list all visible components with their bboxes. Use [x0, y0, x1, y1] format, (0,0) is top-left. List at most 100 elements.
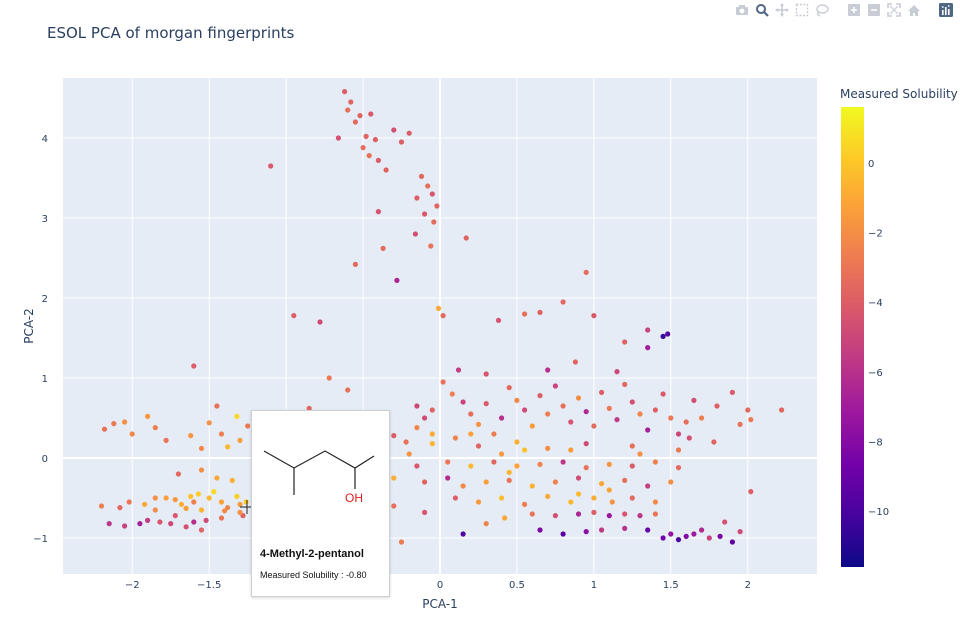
data-point[interactable]: [660, 391, 666, 397]
data-point[interactable]: [214, 403, 220, 409]
data-point[interactable]: [335, 135, 341, 141]
data-point[interactable]: [375, 157, 381, 163]
data-point[interactable]: [537, 527, 543, 533]
data-point[interactable]: [342, 89, 348, 95]
data-point[interactable]: [152, 425, 158, 431]
data-point[interactable]: [237, 501, 243, 507]
data-point[interactable]: [675, 431, 682, 437]
data-point[interactable]: [460, 531, 466, 537]
data-point[interactable]: [445, 475, 451, 481]
data-point[interactable]: [779, 407, 785, 413]
data-point[interactable]: [529, 423, 535, 429]
data-point[interactable]: [245, 423, 251, 429]
data-point[interactable]: [229, 477, 235, 483]
data-point[interactable]: [575, 395, 582, 401]
data-point[interactable]: [291, 313, 297, 319]
data-point[interactable]: [506, 469, 512, 475]
data-point[interactable]: [491, 459, 497, 465]
data-point[interactable]: [599, 389, 605, 395]
data-point[interactable]: [629, 399, 635, 405]
data-point[interactable]: [606, 487, 612, 493]
data-point[interactable]: [383, 167, 389, 173]
data-point[interactable]: [211, 489, 217, 495]
data-point[interactable]: [152, 495, 158, 501]
data-point[interactable]: [629, 443, 635, 449]
data-point[interactable]: [675, 465, 682, 471]
data-point[interactable]: [522, 311, 528, 317]
data-point[interactable]: [499, 415, 505, 421]
data-point[interactable]: [506, 477, 512, 483]
data-point[interactable]: [122, 523, 128, 529]
data-point[interactable]: [683, 533, 689, 540]
data-point[interactable]: [660, 333, 666, 339]
data-point[interactable]: [475, 421, 482, 427]
data-point[interactable]: [583, 441, 589, 447]
data-point[interactable]: [237, 437, 243, 443]
data-point[interactable]: [429, 191, 435, 197]
data-point[interactable]: [368, 111, 374, 117]
data-point[interactable]: [418, 173, 425, 179]
data-point[interactable]: [422, 479, 428, 485]
data-point[interactable]: [745, 407, 751, 413]
data-point[interactable]: [686, 435, 692, 441]
data-point[interactable]: [406, 451, 412, 457]
data-point[interactable]: [137, 521, 143, 527]
data-point[interactable]: [428, 243, 434, 249]
data-point[interactable]: [142, 501, 148, 507]
data-point[interactable]: [652, 459, 659, 465]
data-point[interactable]: [591, 495, 597, 501]
data-point[interactable]: [183, 524, 189, 530]
data-point[interactable]: [606, 405, 612, 411]
data-point[interactable]: [614, 369, 620, 375]
data-point[interactable]: [198, 527, 205, 533]
data-point[interactable]: [575, 491, 582, 497]
data-point[interactable]: [391, 127, 397, 133]
data-point[interactable]: [652, 499, 659, 505]
data-point[interactable]: [414, 403, 420, 409]
data-point[interactable]: [622, 381, 628, 387]
data-point[interactable]: [198, 467, 205, 473]
data-point[interactable]: [445, 459, 451, 465]
data-point[interactable]: [502, 515, 508, 521]
data-point[interactable]: [435, 305, 442, 311]
data-point[interactable]: [491, 431, 497, 437]
data-point[interactable]: [514, 463, 520, 469]
data-point[interactable]: [552, 513, 559, 519]
data-point[interactable]: [218, 431, 225, 437]
data-point[interactable]: [268, 163, 274, 169]
data-point[interactable]: [622, 525, 628, 532]
data-point[interactable]: [414, 195, 420, 201]
data-point[interactable]: [552, 383, 559, 389]
data-point[interactable]: [468, 463, 474, 469]
data-point[interactable]: [522, 501, 528, 507]
data-point[interactable]: [514, 397, 520, 403]
zoom-out-icon[interactable]: [866, 2, 882, 18]
data-point[interactable]: [225, 444, 231, 450]
data-point[interactable]: [706, 535, 712, 541]
data-point[interactable]: [606, 513, 612, 519]
data-point[interactable]: [668, 479, 674, 485]
scatter-points[interactable]: [98, 89, 785, 545]
pan-icon[interactable]: [774, 2, 790, 18]
data-point[interactable]: [629, 495, 635, 501]
data-point[interactable]: [449, 391, 455, 397]
data-point[interactable]: [568, 499, 574, 505]
data-point[interactable]: [714, 403, 720, 409]
data-point[interactable]: [398, 139, 405, 145]
data-point[interactable]: [637, 451, 643, 457]
data-point[interactable]: [737, 529, 743, 535]
data-point[interactable]: [652, 511, 659, 517]
data-point[interactable]: [645, 327, 651, 333]
data-point[interactable]: [357, 113, 363, 119]
data-point[interactable]: [326, 375, 332, 381]
data-point[interactable]: [122, 419, 128, 425]
data-point[interactable]: [537, 393, 543, 399]
data-point[interactable]: [391, 475, 397, 481]
data-point[interactable]: [660, 535, 666, 541]
data-point[interactable]: [522, 447, 528, 453]
data-point[interactable]: [317, 319, 323, 325]
data-point[interactable]: [234, 413, 240, 419]
data-point[interactable]: [629, 463, 635, 469]
data-point[interactable]: [188, 493, 194, 499]
data-point[interactable]: [345, 107, 351, 113]
